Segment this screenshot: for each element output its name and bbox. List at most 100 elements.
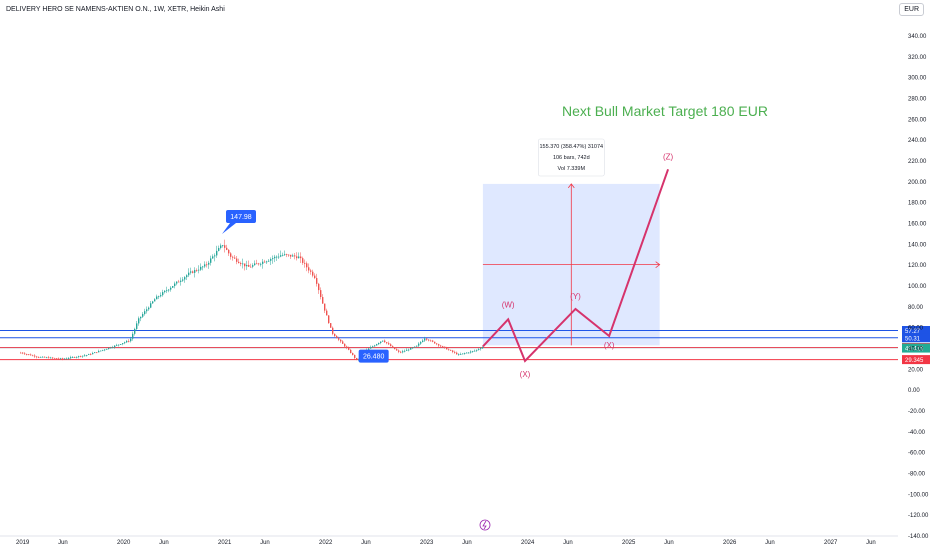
price-tag: 50.31 bbox=[902, 333, 930, 343]
x-tick-label: 2027 bbox=[824, 540, 838, 546]
candle-body bbox=[208, 262, 210, 265]
candle-body bbox=[70, 357, 72, 359]
candle-body bbox=[20, 352, 22, 354]
y-tick-label: 260.00 bbox=[908, 117, 927, 123]
candle-body bbox=[408, 349, 410, 351]
candle-body bbox=[376, 344, 378, 346]
x-tick-label: Jun bbox=[866, 540, 876, 546]
x-tick-label: 2026 bbox=[723, 540, 737, 546]
candle-body bbox=[426, 338, 428, 340]
candle-body bbox=[68, 358, 70, 359]
candle-body bbox=[108, 347, 110, 349]
candle-body bbox=[172, 286, 174, 288]
candle-body bbox=[162, 292, 164, 296]
candle-body bbox=[230, 253, 232, 257]
candle-body bbox=[418, 343, 420, 346]
candle-body bbox=[148, 307, 150, 310]
candle-body bbox=[368, 348, 370, 350]
candle-body bbox=[464, 353, 466, 354]
candle-body bbox=[236, 258, 238, 262]
candle-body bbox=[142, 314, 144, 317]
candle-body bbox=[468, 352, 470, 354]
y-tick-label: 200.00 bbox=[908, 180, 927, 186]
y-tick-label: -80.00 bbox=[908, 472, 926, 478]
candle-body bbox=[204, 264, 206, 267]
x-tick-label: Jun bbox=[361, 540, 371, 546]
y-tick-label: 180.00 bbox=[908, 201, 927, 207]
x-tick-label: Jun bbox=[58, 540, 68, 546]
candle-body bbox=[224, 245, 226, 248]
candle-body bbox=[410, 348, 412, 350]
candle-body bbox=[442, 346, 444, 347]
candle-body bbox=[74, 357, 76, 358]
candle-body bbox=[120, 344, 122, 345]
candle-body bbox=[22, 352, 24, 354]
candle-body bbox=[144, 311, 146, 315]
candle-body bbox=[472, 351, 474, 352]
candle-body bbox=[478, 349, 480, 350]
candle-body bbox=[352, 353, 354, 355]
candle-body bbox=[220, 245, 222, 249]
candle-body bbox=[166, 290, 168, 292]
candle-body bbox=[244, 263, 246, 267]
candle-body bbox=[288, 254, 290, 256]
candle-body bbox=[132, 333, 134, 339]
x-tick-label: Jun bbox=[664, 540, 674, 546]
candle-body bbox=[456, 352, 458, 355]
headline-text: Next Bull Market Target 180 EUR bbox=[562, 103, 768, 119]
candle-body bbox=[326, 310, 328, 316]
candle-body bbox=[322, 297, 324, 304]
candle-body bbox=[356, 357, 358, 360]
candle-body bbox=[218, 248, 220, 251]
candle-body bbox=[274, 256, 276, 259]
candle-body bbox=[78, 356, 80, 357]
price-tag: 29.345 bbox=[902, 355, 930, 365]
candle-body bbox=[194, 270, 196, 273]
candle-body bbox=[450, 349, 452, 351]
candle-body bbox=[286, 254, 288, 256]
candle-body bbox=[428, 339, 430, 341]
candle-body bbox=[474, 350, 476, 352]
candle-body bbox=[276, 256, 278, 258]
candle-body bbox=[168, 289, 170, 291]
candle-body bbox=[348, 347, 350, 350]
wave-label: (X) bbox=[520, 370, 531, 379]
y-tick-label: 120.00 bbox=[908, 263, 927, 269]
candle-body bbox=[424, 338, 426, 341]
currency-button[interactable]: EUR bbox=[899, 3, 924, 16]
y-tick-label: -60.00 bbox=[908, 451, 926, 457]
event-icon bbox=[479, 519, 491, 531]
candle-body bbox=[332, 327, 334, 334]
candle-body bbox=[482, 346, 484, 349]
candle-body bbox=[476, 349, 478, 351]
candle-body bbox=[92, 353, 94, 355]
candle-body bbox=[396, 349, 398, 351]
candle-body bbox=[240, 263, 242, 265]
candle-body bbox=[466, 352, 468, 354]
candle-body bbox=[28, 354, 30, 356]
candle-body bbox=[390, 344, 392, 347]
candle-body bbox=[212, 256, 214, 259]
price-tag-label: 40.415 bbox=[905, 347, 924, 353]
candle-body bbox=[480, 348, 482, 350]
candle-body bbox=[282, 254, 284, 256]
candle-body bbox=[320, 290, 322, 298]
candle-body bbox=[88, 354, 90, 355]
candle-body bbox=[316, 278, 318, 284]
candle-body bbox=[94, 352, 96, 354]
low-callout: 26.480 bbox=[358, 349, 389, 363]
x-tick-label: 2024 bbox=[521, 540, 535, 546]
candle-body bbox=[34, 355, 36, 357]
candle-body bbox=[178, 281, 180, 283]
candle-body bbox=[414, 346, 416, 348]
candle-body bbox=[394, 347, 396, 350]
candle-body bbox=[300, 256, 302, 259]
candle-body bbox=[384, 340, 386, 343]
candle-body bbox=[186, 275, 188, 278]
candle-body bbox=[372, 346, 374, 348]
x-tick-label: 2023 bbox=[420, 540, 434, 546]
y-tick-label: 280.00 bbox=[908, 97, 927, 103]
x-tick-label: 2025 bbox=[622, 540, 636, 546]
